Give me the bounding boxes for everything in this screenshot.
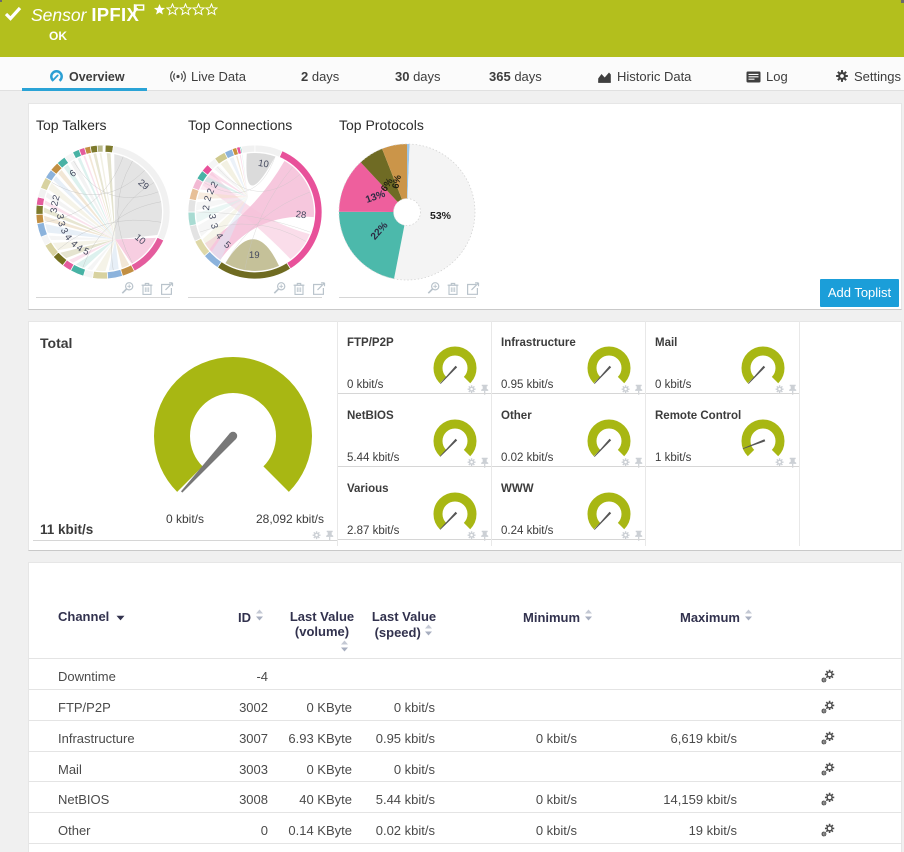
svg-text:3: 3 (58, 226, 70, 236)
svg-text:28: 28 (295, 209, 307, 221)
svg-text:6: 6 (68, 168, 79, 180)
svg-text:2: 2 (202, 195, 214, 203)
svg-text:2: 2 (201, 205, 212, 211)
svg-text:2: 2 (51, 194, 63, 202)
svg-text:19: 19 (249, 250, 260, 261)
svg-text:2: 2 (209, 180, 221, 190)
svg-text:3: 3 (55, 220, 67, 228)
svg-text:5: 5 (221, 239, 232, 251)
svg-text:3: 3 (206, 213, 217, 219)
svg-text:2: 2 (205, 187, 217, 196)
svg-text:4: 4 (62, 232, 74, 243)
svg-text:3: 3 (49, 207, 60, 213)
svg-text:53%: 53% (430, 210, 452, 222)
svg-text:6%: 6% (390, 173, 404, 189)
svg-text:10: 10 (257, 158, 269, 171)
svg-text:2: 2 (49, 200, 61, 207)
svg-text:5: 5 (81, 246, 90, 258)
svg-text:3: 3 (208, 222, 220, 231)
svg-text:4: 4 (68, 238, 79, 250)
svg-text:4: 4 (74, 242, 84, 254)
svg-text:3: 3 (54, 213, 65, 219)
svg-text:4: 4 (213, 231, 225, 242)
